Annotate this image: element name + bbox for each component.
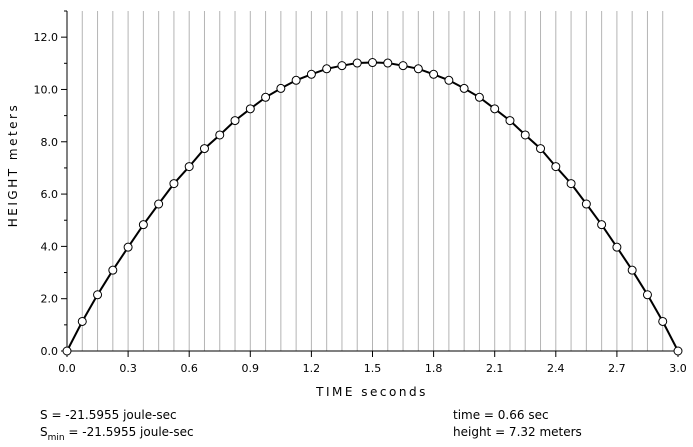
data-point[interactable]	[383, 58, 393, 68]
data-point[interactable]	[505, 116, 515, 126]
x-tick-label: 0.0	[58, 362, 76, 375]
data-point[interactable]	[154, 199, 164, 209]
data-point[interactable]	[642, 290, 652, 300]
data-point[interactable]	[566, 179, 576, 189]
data-point[interactable]	[658, 316, 668, 326]
y-tick-label: 12.0	[34, 31, 59, 44]
min-action-value: = -21.5955 joule-sec	[64, 425, 194, 439]
data-point[interactable]	[230, 116, 240, 126]
data-point[interactable]	[261, 92, 271, 102]
data-point[interactable]	[245, 104, 255, 114]
x-tick-label: 1.5	[364, 362, 382, 375]
data-point[interactable]	[429, 69, 439, 79]
data-point[interactable]	[322, 64, 332, 74]
action-symbol: S	[40, 408, 48, 422]
y-tick-label: 4.0	[41, 240, 59, 253]
data-point[interactable]	[123, 242, 133, 252]
trajectory-chart: 0.0 0.3 0.6 0.9 1.2 1.5 1.8 2.1 2.4 2.7 3.0 0.0 2.0…	[6, 10, 687, 399]
data-point[interactable]	[184, 162, 194, 172]
data-point[interactable]	[536, 144, 546, 154]
data-points[interactable]	[62, 58, 683, 356]
data-point[interactable]	[413, 64, 423, 74]
x-axis-label: TIME seconds	[315, 385, 428, 399]
x-tick-label: 2.1	[486, 362, 504, 375]
data-point[interactable]	[306, 69, 316, 79]
data-point[interactable]	[352, 58, 362, 68]
x-tick-label: 1.8	[425, 362, 443, 375]
min-subscript: min	[47, 433, 65, 443]
y-tick-label: 2.0	[41, 293, 59, 306]
x-tick-label: 0.6	[180, 362, 198, 375]
data-point[interactable]	[93, 290, 103, 300]
data-point[interactable]	[673, 346, 683, 356]
data-point[interactable]	[199, 144, 209, 154]
x-tick-label: 0.9	[242, 362, 260, 375]
data-point[interactable]	[169, 179, 179, 189]
action-readout: S = -21.5955 joule-sec	[40, 408, 177, 422]
data-point[interactable]	[612, 242, 622, 252]
data-point[interactable]	[581, 199, 591, 209]
data-point[interactable]	[398, 61, 408, 71]
data-point[interactable]	[276, 83, 286, 93]
x-tick-label: 2.4	[547, 362, 565, 375]
x-tick-label: 2.7	[608, 362, 626, 375]
data-point[interactable]	[62, 346, 72, 356]
data-point[interactable]	[459, 83, 469, 93]
y-axis-label: HEIGHT meters	[6, 103, 20, 227]
data-point[interactable]	[215, 130, 225, 140]
y-tick-label: 8.0	[41, 136, 59, 149]
y-tick-label: 0.0	[41, 345, 59, 358]
data-point[interactable]	[337, 61, 347, 71]
data-point[interactable]	[490, 104, 500, 114]
data-point[interactable]	[474, 92, 484, 102]
time-readout: time = 0.66 sec	[453, 408, 549, 422]
data-point[interactable]	[551, 162, 561, 172]
x-tick-label: 0.3	[119, 362, 137, 375]
action-value: = -21.5955 joule-sec	[47, 408, 177, 422]
y-axis-ticks: 0.0 2.0 4.0 6.0 8.0 10.0 12.0	[34, 10, 67, 358]
x-tick-label: 3.0	[669, 362, 687, 375]
min-action-symbol: S	[40, 425, 48, 439]
min-action-readout: Smin = -21.5955 joule-sec	[40, 425, 194, 443]
height-readout: height = 7.32 meters	[453, 425, 582, 439]
data-point[interactable]	[77, 316, 87, 326]
data-point[interactable]	[291, 75, 301, 85]
data-point[interactable]	[597, 220, 607, 230]
x-tick-label: 1.2	[303, 362, 321, 375]
y-tick-label: 10.0	[34, 83, 59, 96]
data-point[interactable]	[138, 220, 148, 230]
data-point[interactable]	[444, 75, 454, 85]
data-point[interactable]	[108, 265, 118, 275]
y-tick-label: 6.0	[41, 188, 59, 201]
data-point[interactable]	[520, 130, 530, 140]
x-axis-ticks: 0.0 0.3 0.6 0.9 1.2 1.5 1.8 2.1 2.4 2.7 3.0	[58, 351, 687, 375]
data-point[interactable]	[368, 58, 377, 68]
data-point[interactable]	[627, 265, 637, 275]
